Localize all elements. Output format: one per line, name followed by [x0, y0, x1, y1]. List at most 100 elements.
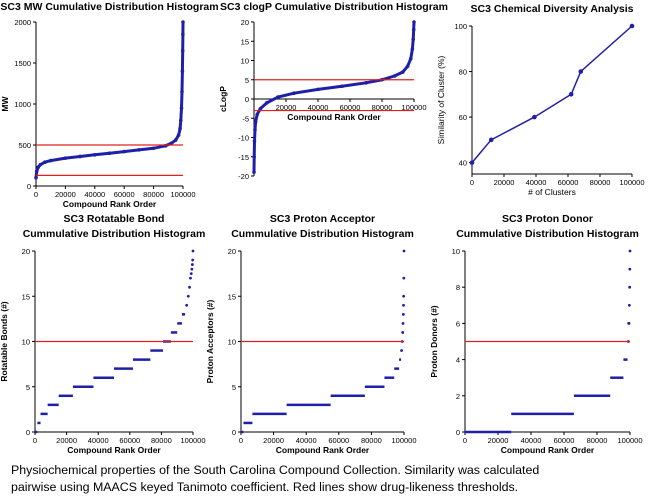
data-point — [401, 312, 405, 316]
x-tick-label: 20000 — [263, 436, 284, 445]
data-point — [181, 20, 185, 24]
chart-title: SC3 Proton Donor — [502, 213, 593, 225]
y-tick-label: 0 — [232, 428, 236, 437]
y-tick-label: 5 — [26, 383, 30, 392]
data-point — [411, 37, 416, 42]
data-point — [255, 112, 259, 117]
data-point — [488, 137, 494, 143]
x-tick-label: 60000 — [114, 190, 135, 199]
chart-title: SC3 MW Cumulative Distribution Histogram — [0, 1, 218, 13]
y-axis-label: Proton Donors (#) — [429, 305, 439, 377]
data-point — [628, 267, 632, 271]
chart-diversity: SC3 Chemical Diversity Analysis 40 60 80 100… — [436, 3, 645, 197]
x-tick-label: 100000 — [170, 190, 195, 199]
x-tick-label: 60000 — [119, 436, 140, 445]
data-point — [34, 169, 39, 174]
data-point — [178, 126, 182, 131]
data-point — [578, 69, 584, 74]
x-tick-label: 80000 — [587, 436, 608, 445]
data-point — [169, 141, 174, 146]
y-tick-label: 20 — [22, 247, 30, 256]
data-point — [252, 139, 257, 144]
x-tick-label: 0 — [34, 190, 38, 199]
x-tick-label: 40000 — [296, 436, 317, 445]
data-point — [393, 74, 397, 78]
x-tick-label: 20000 — [56, 436, 77, 445]
data-point — [629, 23, 635, 29]
x-tick-label: 40000 — [521, 436, 542, 445]
x-tick-label: 80000 — [143, 190, 164, 199]
y-tick-label: -10 — [238, 134, 249, 143]
data-point — [252, 154, 256, 159]
data-point — [181, 32, 185, 37]
data-point — [178, 118, 183, 123]
y-tick-label: 20 — [241, 18, 249, 27]
data-point — [186, 294, 190, 298]
data-point — [401, 70, 405, 74]
x-tick-label: 20000 — [55, 190, 76, 199]
data-point — [258, 106, 263, 111]
x-tick-label: 60000 — [340, 103, 361, 112]
data-point — [410, 47, 415, 51]
data-point — [180, 48, 185, 53]
data-point — [122, 149, 126, 154]
y-tick-label: 0 — [245, 95, 249, 104]
chart-title: SC3 clogP Cumulative Distribution Histog… — [220, 1, 448, 13]
data-point — [43, 160, 47, 165]
data-point — [191, 258, 195, 262]
caption-line-1: Physiochemical properties of the South C… — [11, 463, 540, 477]
data-point — [401, 322, 405, 325]
y-axis-label: MW — [0, 95, 10, 111]
chart-clogp: SC3 clogP Cumulative Distribution Histog… — [218, 1, 448, 181]
data-point — [628, 249, 632, 253]
data-point — [185, 303, 189, 307]
y-tick-label: 0 — [456, 428, 460, 437]
data-point — [137, 148, 141, 152]
y-tick-label: 20 — [228, 247, 236, 256]
data-point — [402, 294, 406, 298]
y-tick-label: 10 — [452, 247, 460, 256]
data-point — [409, 56, 413, 61]
data-point — [78, 154, 82, 159]
y-tick-label: 6 — [456, 319, 460, 328]
chart-rotatable: SC3 Rotatable Bond Cummulative Distributi… — [0, 213, 206, 455]
data-point — [151, 146, 156, 151]
y-axis-label: Proton Acceptors (#) — [205, 299, 215, 383]
data-point — [627, 322, 631, 325]
data-point — [176, 133, 181, 137]
data-point — [265, 101, 269, 105]
data-point — [253, 128, 257, 132]
data-point — [179, 106, 184, 110]
data-point — [173, 138, 178, 142]
x-tick-label: 60000 — [554, 436, 575, 445]
data-point — [402, 276, 406, 280]
data-point — [180, 89, 184, 94]
x-tick-label: 0 — [33, 436, 37, 445]
data-point — [188, 285, 191, 289]
data-point — [340, 84, 344, 89]
y-tick-label: 15 — [228, 292, 236, 301]
x-tick-label: 80000 — [151, 436, 172, 445]
data-point — [189, 276, 192, 280]
y-tick-label: 10 — [228, 338, 236, 347]
y-tick-label: 0 — [26, 428, 30, 437]
data-point — [180, 69, 185, 73]
x-tick-label: 40000 — [308, 103, 329, 112]
y-axis-label: Rotatable Bonds (#) — [0, 301, 9, 381]
x-tick-label: 0 — [463, 436, 467, 445]
data-point — [191, 249, 195, 253]
y-tick-label: 15 — [241, 37, 249, 46]
data-point — [48, 158, 53, 163]
x-axis-label: Compound Rank Order — [276, 445, 370, 455]
x-tick-label: 100000 — [619, 178, 644, 187]
y-tick-label: 1500 — [14, 59, 31, 68]
x-tick-label: 100000 — [617, 436, 642, 445]
series-curve — [252, 21, 416, 173]
data-point — [411, 27, 416, 32]
y-tick-label: 4 — [456, 356, 460, 365]
y-tick-label: -5 — [242, 114, 249, 123]
y-tick-label: 80 — [459, 68, 467, 77]
data-point — [107, 151, 112, 155]
data-point — [469, 160, 475, 165]
y-tick-label: 40 — [459, 159, 467, 168]
